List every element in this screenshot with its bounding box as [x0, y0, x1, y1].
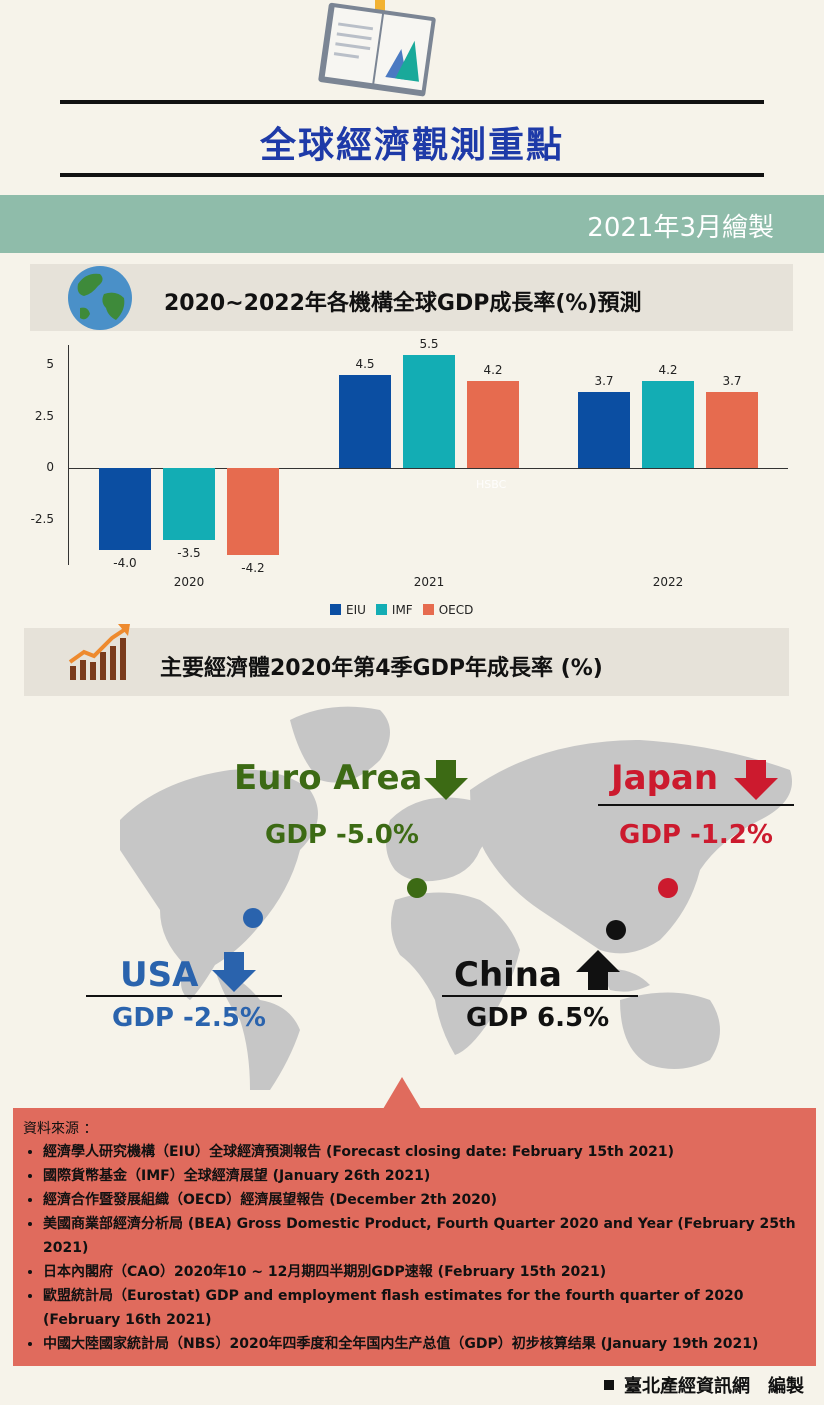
source-item: 美國商業部經濟分析局 (BEA) Gross Domestic Product,…	[43, 1212, 813, 1260]
chart-bar-eiu-2021	[339, 375, 391, 468]
japan-marker	[658, 878, 678, 898]
chart-watermark: HSBC	[476, 478, 506, 491]
euro-area-name: Euro Area	[234, 758, 422, 798]
date-text: 2021年3月繪製	[587, 207, 774, 244]
sources-box: 資料來源 ： 經濟學人研究機構（EIU）全球經濟預測報告 (Forecast c…	[13, 1108, 816, 1366]
footer-credit: 臺北產經資訊網 編製	[604, 1372, 804, 1398]
source-item: 歐盟統計局（Eurostat) GDP and employment flash…	[43, 1284, 813, 1332]
chart-bar-imf-2021	[403, 355, 455, 468]
chart-bar-eiu-2022	[578, 392, 630, 468]
chart-y-tick: 0	[24, 460, 54, 474]
usa-gdp: GDP -2.5%	[112, 1003, 266, 1033]
book-icon	[315, 0, 445, 100]
title-top-rule	[60, 100, 764, 104]
sources-title: 資料來源 ：	[23, 1118, 97, 1138]
section2-title: 主要經濟體2020年第4季GDP年成長率 (%)	[160, 650, 603, 682]
legend-item-eiu: EIU	[330, 603, 366, 617]
chart-bar-imf-2020	[163, 468, 215, 540]
usa-name: USA	[120, 955, 198, 995]
china-underline	[442, 995, 638, 997]
china-name: China	[454, 955, 562, 995]
chart-y-axis	[68, 345, 69, 565]
chart-legend: EIU IMF OECD	[330, 603, 473, 617]
source-item: 日本內閣府（CAO）2020年10 ~ 12月期四半期別GDP速報 (Febru…	[43, 1260, 813, 1284]
usa-underline	[86, 995, 282, 997]
china-up-arrow-icon	[576, 950, 620, 990]
chart-data-label: 3.7	[706, 374, 758, 388]
chart-data-label: -3.5	[163, 546, 215, 560]
chart-bar-eiu-2020	[99, 468, 151, 550]
source-item: 中國大陸國家統計局（NBS）2020年四季度和全年国内生产总值（GDP）初步核算…	[43, 1332, 813, 1356]
euro-area-gdp: GDP -5.0%	[265, 820, 419, 850]
chart-data-label: -4.0	[99, 556, 151, 570]
chart-data-label: 4.2	[642, 363, 694, 377]
chart-category-label: 2020	[149, 575, 229, 589]
globe-icon	[66, 264, 134, 332]
sources-list: 經濟學人研究機構（EIU）全球經濟預測報告 (Forecast closing …	[23, 1140, 813, 1356]
japan-name: Japan	[611, 758, 718, 798]
source-item: 經濟學人研究機構（EIU）全球經濟預測報告 (Forecast closing …	[43, 1140, 813, 1164]
sources-pointer	[383, 1077, 421, 1109]
chart-category-label: 2021	[389, 575, 469, 589]
chart-data-label: 5.5	[403, 337, 455, 351]
japan-gdp: GDP -1.2%	[619, 820, 773, 850]
chart-bar-imf-2022	[642, 381, 694, 468]
legend-item-imf: IMF	[376, 603, 413, 617]
title-bottom-rule	[60, 173, 764, 177]
china-gdp: GDP 6.5%	[466, 1003, 609, 1033]
source-item: 國際貨幣基金（IMF）全球經濟展望 (January 26th 2021)	[43, 1164, 813, 1188]
chart-category-label: 2022	[628, 575, 708, 589]
euro-area-marker	[407, 878, 427, 898]
chart-bar-oecd-2020	[227, 468, 279, 555]
chart-data-label: 4.2	[467, 363, 519, 377]
chart-y-tick: 5	[24, 357, 54, 371]
page-title: 全球經濟觀測重點	[0, 116, 824, 168]
japan-down-arrow-icon	[734, 760, 778, 800]
chart-data-label: 4.5	[339, 357, 391, 371]
section1-title: 2020~2022年各機構全球GDP成長率(%)預測	[164, 285, 642, 317]
chart-data-label: -4.2	[227, 561, 279, 575]
china-marker	[606, 920, 626, 940]
chart-y-tick: -2.5	[24, 512, 54, 526]
chart-bar-oecd-2021	[467, 381, 519, 468]
japan-underline	[598, 804, 794, 806]
euro-area-down-arrow-icon	[424, 760, 468, 800]
rising-chart-icon	[66, 622, 130, 682]
usa-down-arrow-icon	[212, 952, 256, 992]
footer-square-icon	[604, 1380, 614, 1390]
chart-y-tick: 2.5	[24, 409, 54, 423]
usa-marker	[243, 908, 263, 928]
date-band: 2021年3月繪製	[0, 195, 824, 253]
legend-item-oecd: OECD	[423, 603, 474, 617]
chart-bar-oecd-2022	[706, 392, 758, 468]
chart-data-label: 3.7	[578, 374, 630, 388]
source-item: 經濟合作暨發展組織（OECD）經濟展望報告 (December 2th 2020…	[43, 1188, 813, 1212]
